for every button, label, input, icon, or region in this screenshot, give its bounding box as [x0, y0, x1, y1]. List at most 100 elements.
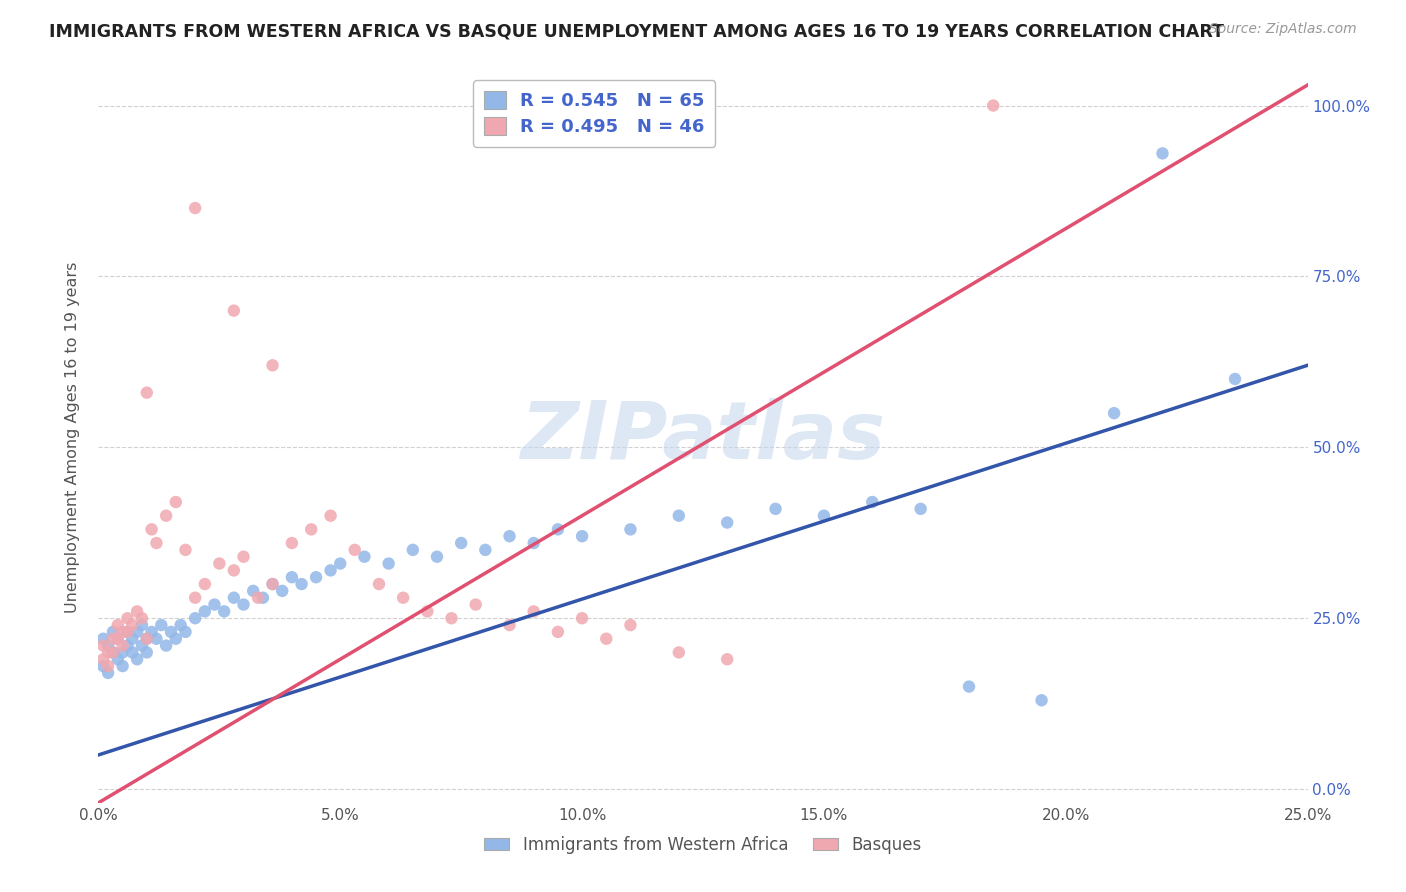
Point — [498, 529, 520, 543]
Point — [107, 618, 129, 632]
Point — [910, 501, 932, 516]
Point — [765, 501, 787, 516]
Point — [222, 591, 245, 605]
Point — [498, 618, 520, 632]
Point — [619, 522, 641, 536]
Point — [1102, 406, 1125, 420]
Point — [121, 645, 143, 659]
Point — [141, 624, 163, 639]
Point — [319, 563, 342, 577]
Point — [212, 604, 235, 618]
Point — [111, 645, 134, 659]
Point — [547, 624, 569, 639]
Point — [165, 495, 187, 509]
Point — [232, 549, 254, 564]
Point — [571, 611, 593, 625]
Text: ZIPatlas: ZIPatlas — [520, 398, 886, 476]
Point — [368, 577, 391, 591]
Point — [131, 618, 153, 632]
Point — [1223, 372, 1246, 386]
Point — [305, 570, 328, 584]
Point — [117, 624, 139, 639]
Point — [716, 516, 738, 530]
Point — [121, 618, 143, 632]
Point — [101, 645, 124, 659]
Point — [619, 618, 641, 632]
Point — [135, 632, 157, 646]
Point — [117, 639, 139, 653]
Point — [155, 508, 177, 523]
Point — [91, 639, 114, 653]
Point — [813, 508, 835, 523]
Point — [117, 624, 139, 639]
Point — [135, 632, 157, 646]
Point — [204, 598, 226, 612]
Point — [145, 536, 167, 550]
Point — [91, 632, 114, 646]
Point — [101, 624, 124, 639]
Text: IMMIGRANTS FROM WESTERN AFRICA VS BASQUE UNEMPLOYMENT AMONG AGES 16 TO 19 YEARS : IMMIGRANTS FROM WESTERN AFRICA VS BASQUE… — [49, 22, 1225, 40]
Y-axis label: Unemployment Among Ages 16 to 19 years: Unemployment Among Ages 16 to 19 years — [65, 261, 80, 613]
Point — [208, 557, 231, 571]
Point — [107, 652, 129, 666]
Point — [97, 639, 120, 653]
Point — [668, 645, 690, 659]
Point — [222, 563, 245, 577]
Point — [957, 680, 980, 694]
Point — [440, 611, 463, 625]
Point — [271, 583, 294, 598]
Point — [281, 570, 304, 584]
Point — [150, 618, 173, 632]
Point — [377, 557, 399, 571]
Point — [299, 522, 322, 536]
Point — [290, 577, 312, 591]
Point — [860, 495, 883, 509]
Point — [232, 598, 254, 612]
Point — [281, 536, 304, 550]
Point — [184, 611, 207, 625]
Point — [127, 624, 149, 639]
Point — [131, 611, 153, 625]
Point — [523, 536, 546, 550]
Point — [450, 536, 472, 550]
Point — [194, 577, 217, 591]
Point — [547, 522, 569, 536]
Point — [101, 645, 124, 659]
Point — [1031, 693, 1053, 707]
Point — [155, 639, 177, 653]
Point — [571, 529, 593, 543]
Point — [101, 632, 124, 646]
Point — [523, 604, 546, 618]
Point — [319, 508, 342, 523]
Point — [194, 604, 217, 618]
Point — [262, 359, 284, 373]
Point — [141, 522, 163, 536]
Point — [595, 632, 617, 646]
Point — [668, 508, 690, 523]
Point — [127, 652, 149, 666]
Point — [111, 659, 134, 673]
Point — [107, 632, 129, 646]
Point — [981, 98, 1004, 112]
Point — [252, 591, 274, 605]
Point — [464, 598, 486, 612]
Point — [107, 632, 129, 646]
Point — [392, 591, 415, 605]
Text: Source: ZipAtlas.com: Source: ZipAtlas.com — [1209, 22, 1357, 37]
Point — [131, 639, 153, 653]
Point — [135, 645, 157, 659]
Point — [1152, 146, 1174, 161]
Point — [222, 303, 245, 318]
Point — [127, 604, 149, 618]
Point — [329, 557, 352, 571]
Point — [242, 583, 264, 598]
Point — [716, 652, 738, 666]
Point — [343, 542, 366, 557]
Point — [117, 611, 139, 625]
Point — [247, 591, 270, 605]
Point — [426, 549, 449, 564]
Point — [121, 632, 143, 646]
Point — [262, 577, 284, 591]
Point — [353, 549, 375, 564]
Point — [262, 577, 284, 591]
